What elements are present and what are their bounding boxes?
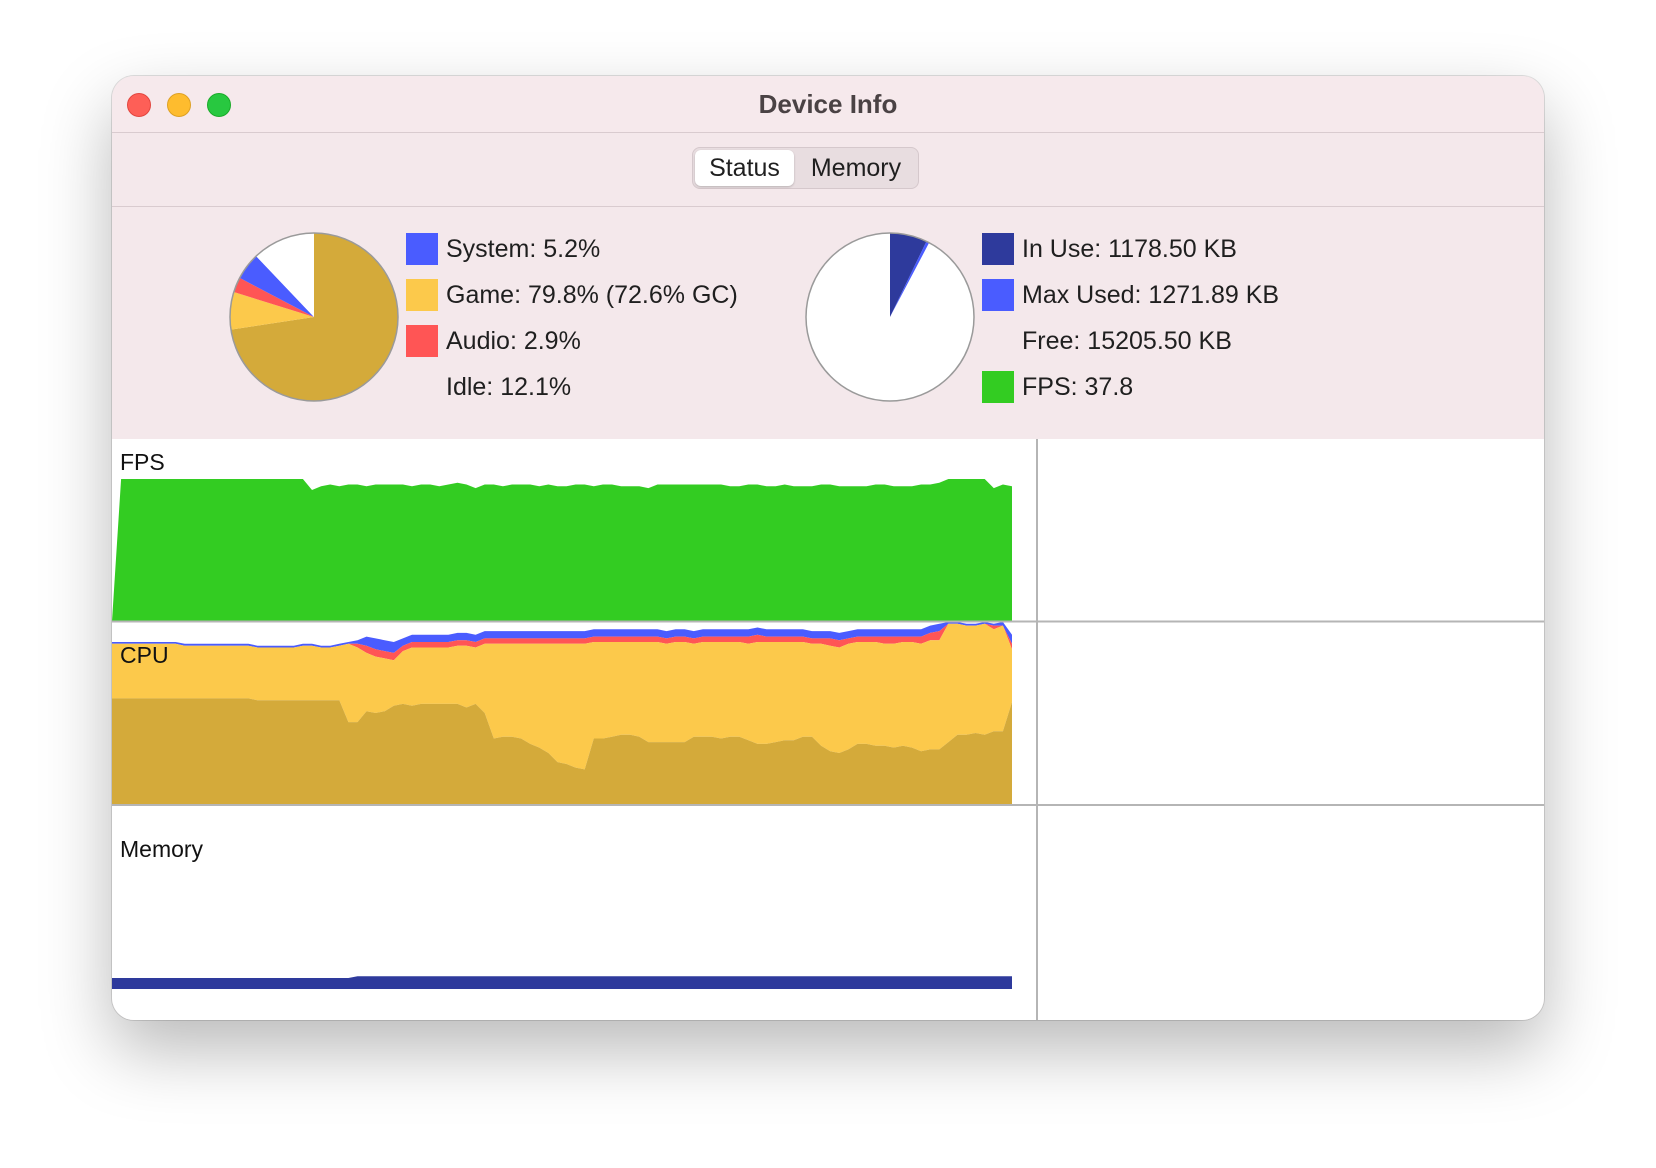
memory-pie-outline bbox=[805, 232, 975, 402]
fps-area bbox=[112, 479, 1012, 621]
legend-idle-label: Idle: 12.1% bbox=[446, 373, 572, 401]
status-summary: System: 5.2% Game: 79.8% (72.6% GC) Audi… bbox=[112, 207, 1544, 440]
cpu-graph-label: CPU bbox=[120, 642, 169, 668]
window-title: Device Info bbox=[758, 89, 898, 119]
device-info-window: Device Info Status Memory System: 5.2% G… bbox=[112, 76, 1544, 1020]
legend-in-use-label: In Use: 1178.50 KB bbox=[1022, 235, 1237, 263]
memory-pie-slice-in-use bbox=[890, 233, 927, 317]
cpu-pie-slice-idle bbox=[256, 233, 314, 317]
max-used-swatch bbox=[982, 279, 1014, 311]
tab-status[interactable]: Status bbox=[695, 150, 794, 186]
graphs-area: FPS CPU Memory bbox=[112, 439, 1544, 1020]
cpu-pie-outline bbox=[229, 232, 399, 402]
legend-audio-label: Audio: 2.9% bbox=[446, 327, 581, 355]
cpu-pie-slice-game bbox=[230, 292, 314, 330]
minimize-button[interactable] bbox=[167, 93, 191, 117]
memory-pie-chart bbox=[805, 232, 975, 402]
tab-memory[interactable]: Memory bbox=[810, 154, 902, 182]
memory-graph-label: Memory bbox=[120, 836, 204, 862]
tab-bar: Status Memory bbox=[112, 133, 1544, 207]
fps-graph-label: FPS bbox=[120, 449, 165, 475]
cpu-pie-slice-audio bbox=[233, 277, 314, 317]
legend-fps-label: FPS: 37.8 bbox=[1022, 373, 1134, 401]
in-use-swatch bbox=[982, 233, 1014, 265]
history-graphs bbox=[112, 439, 1544, 1020]
cpu-area-game bbox=[112, 623, 1012, 770]
zoom-button[interactable] bbox=[207, 93, 231, 117]
legend-free-label: Free: 15205.50 KB bbox=[1022, 327, 1232, 355]
cpu-area-audio bbox=[112, 623, 1012, 661]
legend-game-label: Game: 79.8% (72.6% GC) bbox=[446, 281, 738, 309]
memory-area-in-use bbox=[112, 976, 1012, 989]
fps-swatch bbox=[982, 371, 1014, 403]
legend-max-used-label: Max Used: 1271.89 KB bbox=[1022, 281, 1280, 309]
cpu-pie-chart bbox=[229, 232, 399, 402]
game-swatch bbox=[406, 279, 438, 311]
cpu-pie-slice-system bbox=[239, 256, 314, 317]
cpu-area-system bbox=[112, 622, 1012, 653]
cpu-pie-slice-gc bbox=[230, 233, 398, 401]
legend-system-label: System: 5.2% bbox=[446, 235, 601, 263]
system-swatch bbox=[406, 233, 438, 265]
view-segmented-control: Status Memory bbox=[692, 147, 919, 189]
memory-pie-slice-max-used bbox=[890, 241, 930, 317]
title-bar: Device Info bbox=[112, 76, 1544, 133]
audio-swatch bbox=[406, 325, 438, 357]
close-button[interactable] bbox=[127, 93, 151, 117]
cpu-area-gc bbox=[112, 698, 1012, 804]
